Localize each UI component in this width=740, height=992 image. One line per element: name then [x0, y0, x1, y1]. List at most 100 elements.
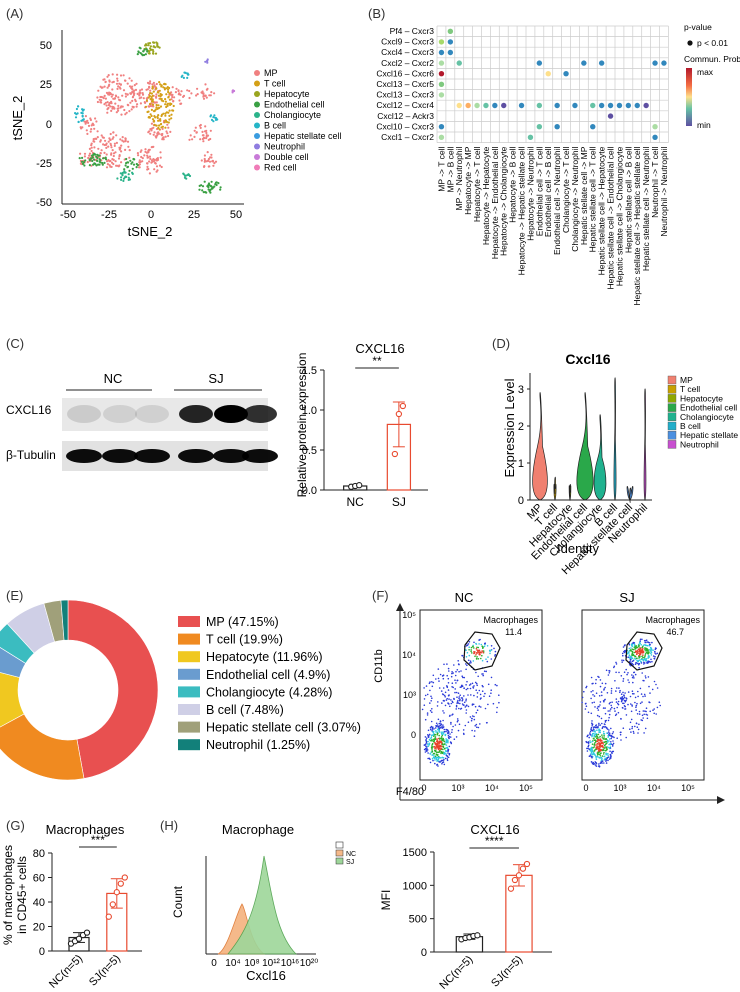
flow-event	[445, 738, 447, 740]
flow-event	[609, 742, 612, 745]
tsne-cell-point	[149, 113, 152, 116]
flow-event	[442, 748, 444, 751]
flow-event	[640, 644, 642, 646]
flow-event	[583, 690, 585, 693]
flow-event	[425, 749, 428, 751]
tsne-cell-point	[111, 107, 114, 110]
flow-event	[433, 755, 435, 757]
flow-event	[594, 682, 597, 685]
panel-c-bar: CXCL16 Relative protein expression 0.00.…	[295, 341, 428, 509]
tsne-cell-point	[182, 94, 186, 97]
flow-event	[632, 664, 635, 666]
tsne-cell-point	[156, 115, 159, 118]
flow-event	[598, 729, 601, 731]
tsne-cell-point	[93, 146, 96, 149]
flow-event	[653, 712, 655, 715]
tsne-cell-point	[110, 165, 113, 168]
flow-event	[599, 762, 602, 764]
flow-event	[642, 644, 645, 647]
tsne-cell-point	[199, 138, 202, 141]
flow-event	[426, 714, 429, 716]
flow-event	[625, 714, 628, 716]
flow-event	[615, 698, 618, 700]
bar-category-label: SJ(n=5)	[489, 954, 525, 990]
flow-event	[442, 746, 445, 748]
flow-event	[456, 696, 458, 698]
bubble-dot	[518, 102, 525, 109]
bubble-row-label: Cxcl9 – Cxcr3	[381, 37, 434, 47]
flow-event	[600, 691, 603, 693]
tsne-cell-point	[84, 115, 87, 118]
flow-event	[619, 689, 621, 692]
tsne-cell-point	[160, 113, 164, 116]
wb-cxcl16-band	[243, 405, 277, 423]
flow-event	[490, 689, 493, 691]
flow-event	[652, 709, 654, 711]
flow-event	[588, 755, 591, 757]
tsne-xtick: 0	[148, 209, 154, 221]
flow-event	[591, 755, 593, 758]
bar-chart-c: 0.00.51.01.5NC SJ**	[302, 354, 428, 509]
flow-event	[451, 700, 454, 703]
tsne-cell-point	[163, 83, 166, 86]
bubble-col-label: Hepatic stellate cell -> Hepatic stellat…	[632, 146, 642, 305]
violin-shape	[643, 388, 647, 502]
tsne-cell-point	[160, 85, 163, 88]
tsne-cell-point	[145, 99, 148, 102]
flow-event	[614, 680, 616, 682]
flow-event	[630, 643, 633, 646]
bubble-dot	[536, 60, 543, 66]
flow-event	[627, 656, 630, 658]
tsne-cell-point	[82, 161, 86, 164]
tsne-cell-point	[214, 118, 218, 121]
tsne-xtick: -25	[101, 209, 117, 221]
tsne-cell-point	[98, 154, 101, 157]
tsne-cell-point	[160, 126, 163, 129]
tsne-cell-point	[203, 157, 206, 161]
flow-event	[440, 723, 442, 725]
tsne-cell-point	[136, 164, 139, 167]
flow-event	[608, 747, 611, 750]
tsne-cell-point	[194, 126, 197, 129]
flow-event	[631, 690, 634, 692]
tsne-cell-point	[104, 139, 107, 142]
flow-event	[447, 689, 450, 691]
tsne-cell-point	[116, 164, 119, 167]
tsne-ytick: 0	[46, 119, 52, 131]
tsne-cell-point	[117, 157, 121, 160]
tsne-cell-point	[170, 117, 173, 120]
tsne-cell-point	[103, 143, 106, 147]
flow-event	[636, 713, 639, 715]
flow-event	[623, 650, 626, 652]
flow-event	[611, 736, 613, 738]
donut-legend-swatch	[178, 721, 200, 733]
flow-event	[595, 724, 598, 726]
flow-event	[622, 654, 624, 657]
flow-event	[461, 685, 463, 687]
flow-event	[642, 710, 645, 712]
flow-event	[482, 674, 485, 677]
bubble-dot	[447, 49, 454, 56]
tsne-cell-point	[131, 105, 134, 108]
flow-event	[442, 687, 445, 689]
tsne-cell-point	[198, 184, 201, 187]
flow-event	[627, 691, 630, 693]
violin-legend-swatch	[667, 431, 677, 440]
tsne-cell-point	[90, 149, 93, 153]
violin-shape	[613, 377, 617, 502]
tsne-cell-point	[119, 106, 122, 109]
flow-event	[444, 734, 447, 736]
bubble-col-label: Hepatocyte -> Hepatic stellate cell	[517, 146, 527, 275]
tsne-cell-point	[164, 103, 167, 106]
wb-row2-label: β-Tubulin	[6, 448, 56, 462]
tsne-cell-point	[83, 152, 87, 155]
tsne-cell-point	[93, 140, 96, 143]
flow-event	[632, 730, 635, 733]
tsne-cell-point	[137, 166, 141, 169]
flow-event	[629, 658, 632, 660]
tsne-cell-point	[119, 172, 122, 175]
flow-event	[448, 745, 451, 748]
flow-event	[610, 690, 613, 692]
flow-event	[481, 673, 483, 675]
